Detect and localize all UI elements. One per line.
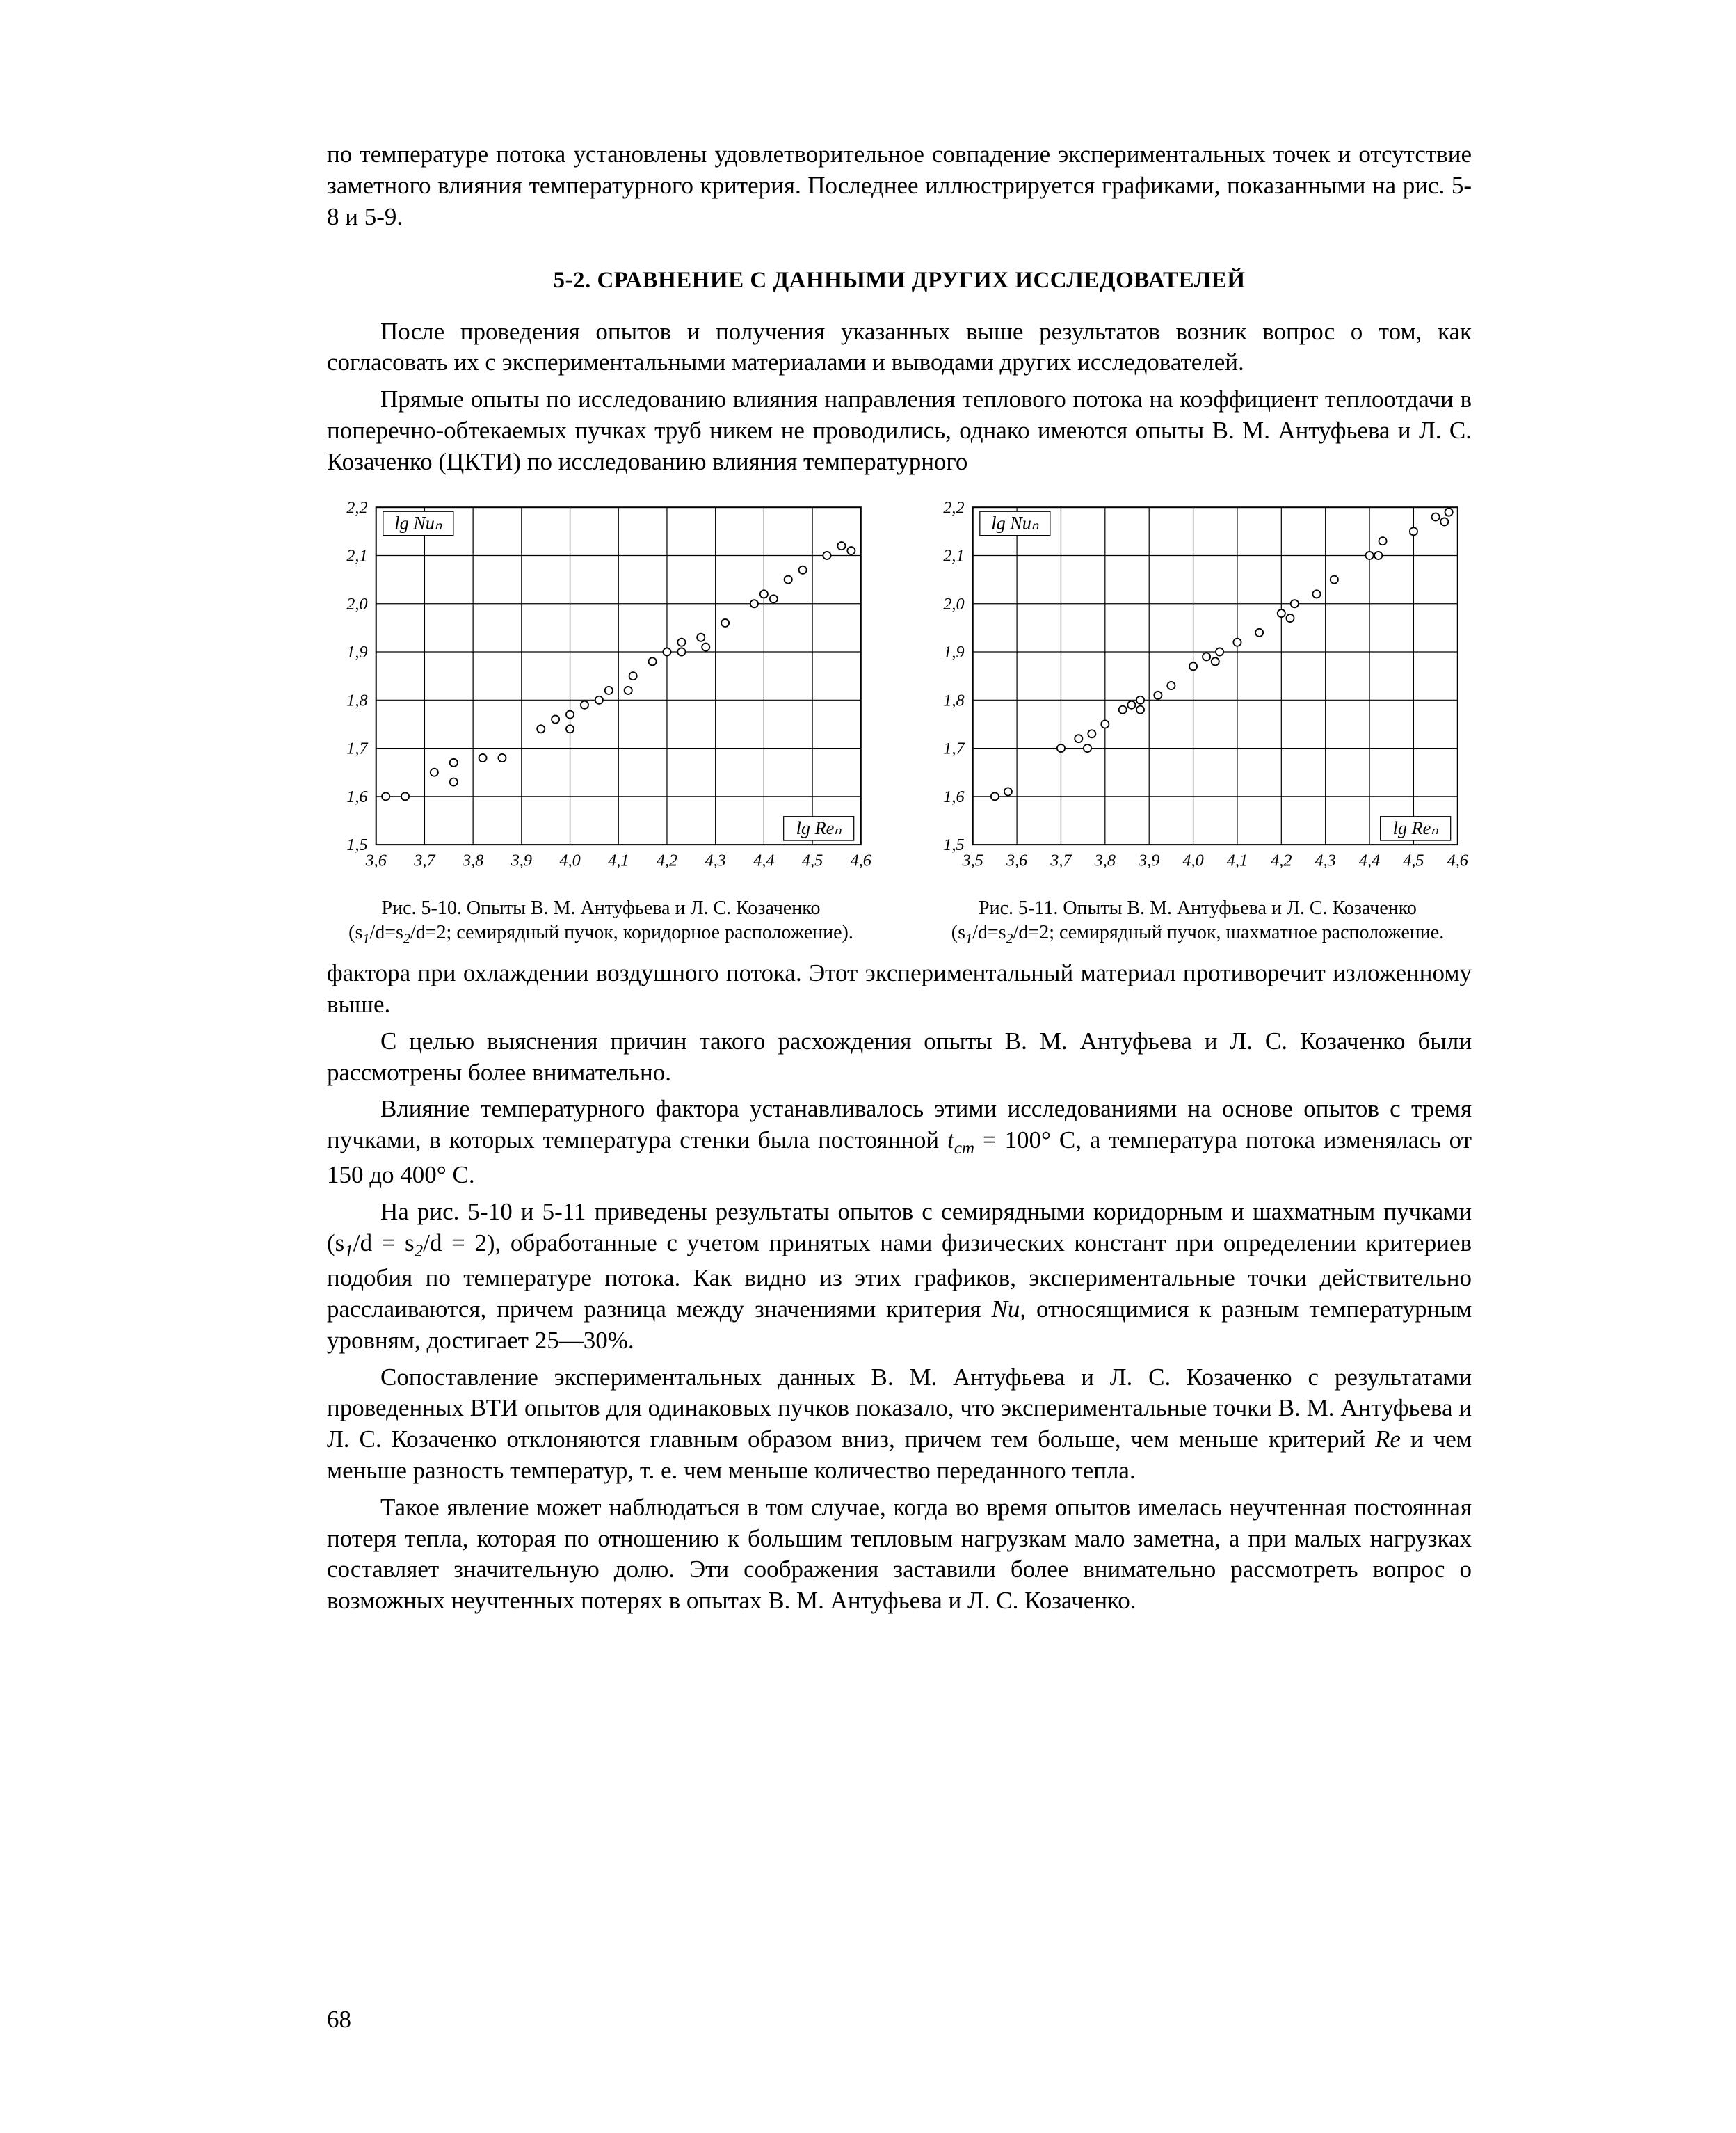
caption-5-11-sub2: 2 (1006, 932, 1013, 947)
svg-text:1,9: 1,9 (943, 643, 964, 662)
paragraph-intro: по температуре потока установлены удовле… (327, 139, 1472, 232)
var-s1d-end: /d = 2), (423, 1229, 501, 1256)
caption-5-10-mid: /d=s (369, 922, 403, 943)
paragraph-7-a: На рис. 5-10 и 5-11 приведены результаты… (380, 1198, 1472, 1225)
var-t-cm-sub: ст (954, 1139, 974, 1158)
chart-5-10: 3,6 3,7 3,8 3,9 4,0 4,1 4,2 4,3 4,4 4,5 4,6 1,5 1,6 1… (327, 493, 875, 887)
svg-text:lg Nuₙ: lg Nuₙ (991, 513, 1039, 533)
caption-5-11-mid: /d=s (972, 922, 1006, 943)
svg-text:4,4: 4,4 (1359, 851, 1380, 870)
paragraph-5: С целью выяснения причин такого расхожде… (327, 1026, 1472, 1089)
svg-text:1,5: 1,5 (346, 836, 367, 854)
svg-text:4,2: 4,2 (657, 851, 677, 870)
paragraph-9: Такое явление может наблюдаться в том сл… (327, 1492, 1472, 1617)
svg-text:3,5: 3,5 (962, 851, 983, 870)
svg-text:4,3: 4,3 (705, 851, 726, 870)
caption-5-10-sub2: 2 (403, 932, 410, 947)
svg-text:1,8: 1,8 (346, 691, 367, 710)
var-re: Re (1375, 1425, 1401, 1453)
svg-text:4,4: 4,4 (753, 851, 774, 870)
svg-text:3,9: 3,9 (511, 851, 532, 870)
svg-text:2,0: 2,0 (346, 594, 367, 613)
paragraph-8: Сопоставление экспериментальных данных В… (327, 1362, 1472, 1487)
svg-text:lg Reₙ: lg Reₙ (796, 818, 842, 838)
svg-text:4,6: 4,6 (851, 851, 871, 870)
paragraph-7: На рис. 5-10 и 5-11 приведены результаты… (327, 1197, 1472, 1356)
svg-text:3,6: 3,6 (1006, 851, 1027, 870)
var-s1d-open: (s (327, 1229, 344, 1256)
var-s2d-sub: 2 (415, 1242, 424, 1261)
page-number: 68 (327, 2004, 351, 2036)
var-s1d-mid: /d = s (353, 1229, 415, 1256)
svg-text:2,1: 2,1 (943, 546, 964, 565)
paragraph-4: фактора при охлаждении воздушного потока… (327, 958, 1472, 1021)
svg-text:1,6: 1,6 (943, 788, 964, 806)
var-nu: Nu (992, 1295, 1020, 1323)
svg-text:2,0: 2,0 (943, 594, 964, 613)
svg-text:4,1: 4,1 (1227, 851, 1248, 870)
caption-5-10-sub1: 1 (362, 932, 369, 947)
svg-text:4,3: 4,3 (1315, 851, 1336, 870)
svg-text:3,6: 3,6 (365, 851, 387, 870)
svg-text:lg Reₙ: lg Reₙ (1393, 818, 1439, 838)
svg-text:lg Nuₙ: lg Nuₙ (394, 513, 442, 533)
caption-5-10-b: /d=2; семирядный пучок, коридорное распо… (410, 922, 853, 943)
svg-text:4,5: 4,5 (1403, 851, 1424, 870)
caption-5-10: Рис. 5-10. Опыты В. М. Антуфьева и Л. С.… (327, 896, 875, 948)
svg-text:1,6: 1,6 (346, 788, 367, 806)
svg-text:1,9: 1,9 (346, 643, 367, 662)
svg-text:1,5: 1,5 (943, 836, 964, 854)
paragraph-2: После проведения опытов и получения указ… (327, 317, 1472, 379)
svg-text:4,6: 4,6 (1447, 851, 1468, 870)
svg-text:4,2: 4,2 (1271, 851, 1292, 870)
paragraph-6: Влияние температурного фактора устанавли… (327, 1094, 1472, 1191)
svg-text:3,7: 3,7 (413, 851, 435, 870)
svg-text:1,7: 1,7 (346, 739, 368, 758)
svg-text:4,0: 4,0 (559, 851, 580, 870)
svg-text:2,2: 2,2 (346, 498, 367, 517)
svg-text:4,5: 4,5 (802, 851, 823, 870)
svg-text:3,7: 3,7 (1050, 851, 1072, 870)
chart-5-11: 3,5 3,6 3,7 3,8 3,9 4,0 4,1 4,2 4,3 4,4 4,5 4,6 1,5 1… (924, 493, 1472, 887)
paragraph-8-a: Сопоставление экспериментальных данных В… (327, 1364, 1472, 1453)
svg-text:2,2: 2,2 (943, 498, 964, 517)
svg-text:3,9: 3,9 (1138, 851, 1159, 870)
figures-row: 3,6 3,7 3,8 3,9 4,0 4,1 4,2 4,3 4,4 4,5 4,6 1,5 1,6 1… (327, 493, 1472, 949)
page: по температуре потока установлены удовле… (0, 0, 1736, 2133)
caption-5-11-sub1: 1 (965, 932, 972, 947)
paragraph-3: Прямые опыты по исследованию влияния нап… (327, 384, 1472, 477)
svg-text:1,7: 1,7 (943, 739, 965, 758)
caption-5-11: Рис. 5-11. Опыты В. М. Антуфьева и Л. С.… (924, 896, 1472, 948)
svg-text:4,1: 4,1 (608, 851, 629, 870)
svg-text:4,0: 4,0 (1182, 851, 1203, 870)
svg-text:3,8: 3,8 (462, 851, 483, 870)
svg-text:3,8: 3,8 (1094, 851, 1116, 870)
var-s1d-sub: 1 (344, 1242, 353, 1261)
figure-5-10: 3,6 3,7 3,8 3,9 4,0 4,1 4,2 4,3 4,4 4,5 4,6 1,5 1,6 1… (327, 493, 875, 949)
figure-5-11: 3,5 3,6 3,7 3,8 3,9 4,0 4,1 4,2 4,3 4,4 4,5 4,6 1,5 1… (924, 493, 1472, 949)
var-t-cm: t (947, 1126, 954, 1153)
svg-text:1,8: 1,8 (943, 691, 964, 710)
svg-text:2,1: 2,1 (346, 546, 367, 565)
caption-5-11-b: /d=2; семирядный пучок, шахматное распол… (1013, 922, 1445, 943)
section-heading: 5-2. СРАВНЕНИЕ С ДАННЫМИ ДРУГИХ ИССЛЕДОВ… (327, 266, 1472, 295)
